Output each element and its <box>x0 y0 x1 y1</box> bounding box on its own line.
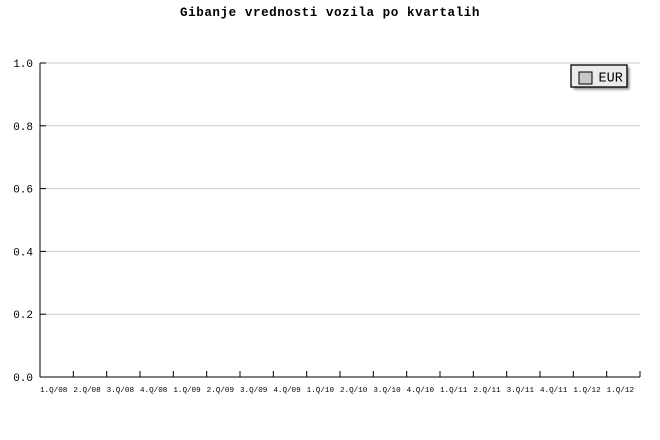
svg-text:1.Q/10: 1.Q/10 <box>307 387 335 395</box>
svg-text:0.2: 0.2 <box>13 310 33 322</box>
svg-text:2.Q/08: 2.Q/08 <box>73 387 101 395</box>
svg-text:3.Q/08: 3.Q/08 <box>107 387 135 395</box>
svg-text:0.8: 0.8 <box>13 122 33 134</box>
svg-text:EUR: EUR <box>599 72 623 87</box>
svg-text:1.Q/12: 1.Q/12 <box>607 387 635 395</box>
svg-text:1.Q/08: 1.Q/08 <box>40 387 68 395</box>
svg-text:0.0: 0.0 <box>13 373 33 385</box>
svg-text:0.4: 0.4 <box>13 247 33 259</box>
svg-text:3.Q/10: 3.Q/10 <box>373 387 401 395</box>
svg-text:1.Q/12: 1.Q/12 <box>573 387 601 395</box>
svg-text:2.Q/11: 2.Q/11 <box>473 387 501 395</box>
svg-text:3.Q/09: 3.Q/09 <box>240 387 268 395</box>
svg-text:4.Q/10: 4.Q/10 <box>407 387 435 395</box>
svg-text:2.Q/10: 2.Q/10 <box>340 387 368 395</box>
svg-text:1.Q/11: 1.Q/11 <box>440 387 468 395</box>
svg-text:4.Q/08: 4.Q/08 <box>140 387 168 395</box>
svg-text:3.Q/11: 3.Q/11 <box>507 387 535 395</box>
svg-text:0.6: 0.6 <box>13 185 33 197</box>
svg-text:4.Q/11: 4.Q/11 <box>540 387 568 395</box>
svg-text:1.0: 1.0 <box>13 59 33 71</box>
svg-text:2.Q/09: 2.Q/09 <box>207 387 235 395</box>
svg-text:1.Q/09: 1.Q/09 <box>173 387 201 395</box>
svg-text:4.Q/09: 4.Q/09 <box>273 387 301 395</box>
